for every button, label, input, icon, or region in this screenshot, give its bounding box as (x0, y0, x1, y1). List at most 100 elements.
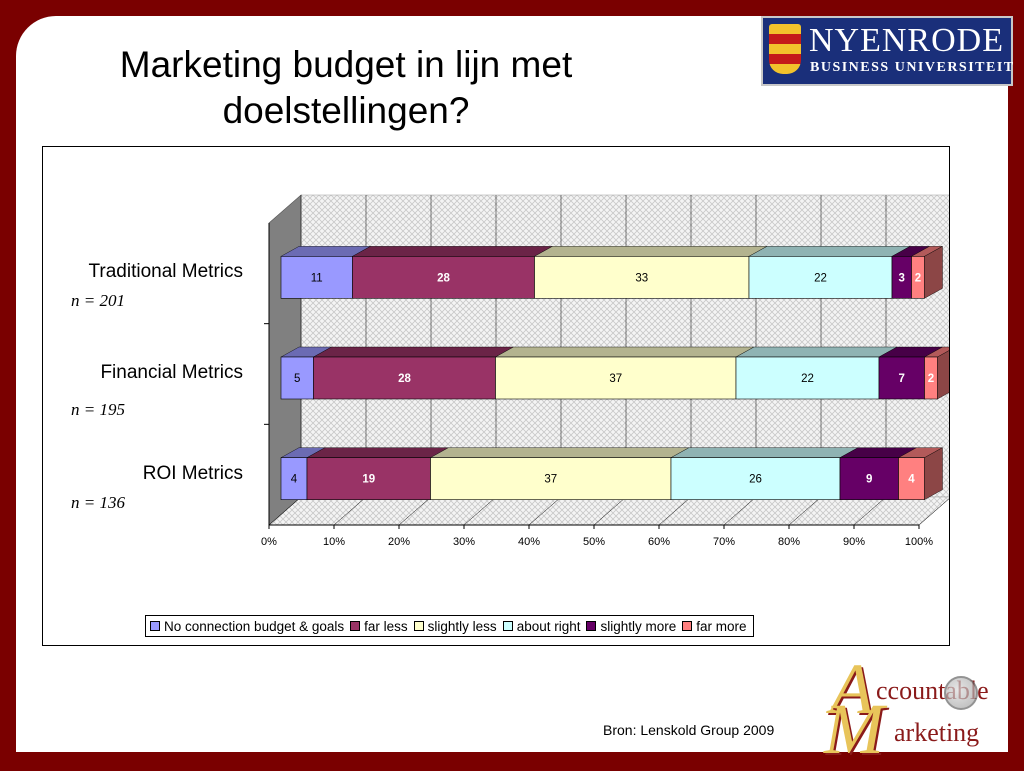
x-tick-label: 30% (453, 536, 475, 548)
crest-icon (769, 24, 801, 74)
bar (878, 356, 925, 400)
x-tick-label: 60% (648, 536, 670, 548)
bar (352, 256, 535, 299)
legend-item: about right (502, 618, 581, 634)
x-tick-label: 40% (518, 536, 540, 548)
bar-top (312, 346, 515, 358)
bar (670, 457, 841, 500)
bar-top (494, 346, 755, 358)
category-sample-size: n = 195 (71, 400, 125, 419)
globe-icon (944, 676, 978, 710)
slide: Marketing budget in lijn met doelstellin… (16, 16, 1013, 769)
title-line-2: doelstellingen? (222, 90, 470, 131)
x-tick-label: 0% (261, 536, 277, 548)
data-label: 11 (311, 272, 323, 284)
data-label: 26 (749, 474, 762, 486)
legend-swatch (586, 621, 597, 631)
x-tick-label: 10% (323, 536, 345, 548)
x-tick-label: 20% (388, 536, 410, 548)
bar-side (937, 350, 949, 400)
bar-top (748, 246, 911, 257)
data-label: 28 (437, 272, 450, 284)
bar (280, 356, 314, 400)
data-label: 22 (814, 272, 827, 284)
data-label: 33 (635, 272, 648, 284)
x-tick-label: 100% (905, 536, 933, 548)
legend-item: slightly more (586, 619, 676, 634)
gridline (398, 496, 432, 526)
stacked-bar-chart: 0% 10% 20% 30% 40% 50% 60% 70% 80% 90% 100% 11 28 33 2… (261, 194, 949, 548)
bar-top (351, 246, 554, 257)
bar (280, 457, 308, 500)
legend-label: far less (364, 618, 408, 634)
legend-label: No connection budget & goals (164, 618, 345, 634)
chart-legend: No connection budget & goals far less slig… (145, 615, 754, 637)
data-label: 9 (866, 474, 872, 486)
data-label: 4 (291, 474, 298, 486)
gridline (853, 496, 887, 526)
legend-item: far more (682, 618, 747, 634)
gridline (333, 496, 367, 526)
bar (534, 256, 750, 299)
gridline (463, 496, 497, 526)
legend-item: slightly less (413, 618, 497, 634)
category-label: Traditional Metrics (88, 261, 243, 283)
data-label: 2 (915, 272, 921, 284)
data-label: 37 (609, 373, 622, 385)
data-label: 5 (294, 373, 300, 385)
gridline (593, 496, 627, 526)
category-label: Financial Metrics (100, 362, 243, 383)
accountable-marketing-logo: A M ccountable arketing (816, 649, 1016, 769)
logo-subtitle: BUSINESS UNIVERSITEIT (810, 60, 1015, 75)
gridline (918, 498, 949, 526)
legend-swatch (413, 621, 424, 631)
legend-item: No connection budget & goals (150, 619, 344, 634)
gridline (268, 496, 302, 526)
chart-frame: 0% 10% 20% 30% 40% 50% 60% 70% 80% 90% 100% 11 28 33 2… (42, 146, 950, 646)
legend-swatch (502, 621, 513, 631)
logo-name: NYENRODE (809, 22, 1004, 59)
bar-side (924, 447, 943, 501)
data-label: 7 (899, 373, 905, 385)
x-tick-label: 70% (713, 536, 735, 548)
bar (280, 256, 353, 299)
category-sample-size: n = 201 (71, 291, 125, 311)
legend-swatch (682, 621, 693, 631)
x-tick-label: 90% (843, 536, 865, 548)
gridline (723, 496, 757, 526)
legend-label: far more (696, 618, 747, 634)
logo-word-2: arketing (894, 718, 980, 747)
slide-title: Marketing budget in lijn met doelstellin… (96, 42, 596, 134)
bar-top (670, 447, 859, 458)
category-label: ROI Metrics (142, 462, 243, 484)
legend-label: about right (516, 618, 581, 634)
bar-side (924, 245, 943, 299)
data-label: 3 (899, 272, 905, 284)
logo-initial-m: M (824, 689, 884, 769)
gridline (788, 496, 822, 526)
nyenrode-logo: NYENRODE BUSINESS UNIVERSITEIT (761, 16, 1013, 86)
category-sample-size: n = 136 (71, 492, 125, 512)
bar (430, 457, 672, 500)
bar-top (533, 246, 768, 257)
data-label: 37 (544, 474, 557, 486)
legend-label: slightly less (427, 618, 497, 634)
gridline (528, 496, 562, 526)
bar-top (306, 447, 450, 458)
source-note: Bron: Lenskold Group 2009 (603, 722, 775, 738)
bar (306, 457, 431, 500)
data-label: 4 (908, 474, 915, 486)
bar (735, 356, 880, 400)
legend-label: slightly more (600, 618, 677, 634)
title-line-1: Marketing budget in lijn met (119, 44, 573, 85)
x-tick-label: 50% (583, 536, 605, 548)
data-label: 28 (398, 373, 411, 385)
bar (495, 356, 737, 400)
bar-top (735, 346, 898, 358)
data-label: 22 (801, 373, 814, 385)
bar-top (429, 447, 690, 458)
legend-swatch (150, 621, 160, 631)
legend-item: far less (350, 619, 408, 634)
data-label: 19 (362, 474, 375, 486)
legend-swatch (350, 621, 361, 631)
